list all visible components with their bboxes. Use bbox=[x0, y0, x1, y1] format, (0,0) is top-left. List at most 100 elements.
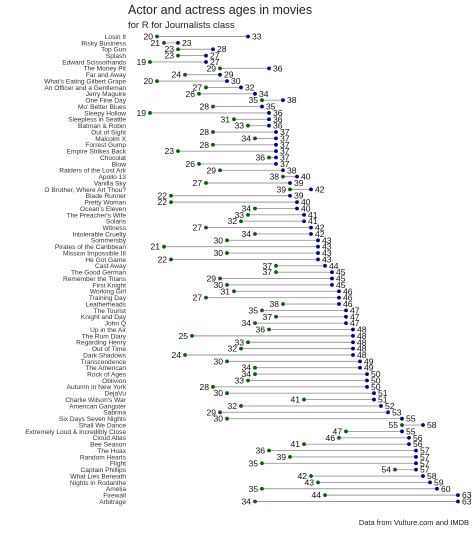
actor-age-label: 45 bbox=[336, 267, 346, 277]
actor-age-label: 47 bbox=[350, 312, 360, 322]
actor-age-point bbox=[372, 391, 376, 396]
actress-age-point bbox=[253, 499, 257, 504]
actress-age-label: 38 bbox=[269, 299, 279, 309]
actor-age-point bbox=[323, 263, 327, 268]
actress-age-label: 38 bbox=[269, 172, 279, 182]
actor-age-label: 23 bbox=[182, 38, 192, 48]
actress-age-label: 30 bbox=[213, 235, 223, 245]
actress-age-label: 34 bbox=[241, 133, 251, 143]
actor-age-label: 37 bbox=[280, 146, 290, 156]
actor-age-label: 33 bbox=[252, 32, 262, 42]
actor-age-label: 47 bbox=[350, 318, 360, 328]
actress-age-point bbox=[211, 130, 215, 134]
actress-age-point bbox=[253, 232, 257, 236]
actor-age-point bbox=[344, 308, 348, 313]
movie-label: Jerry Maguire bbox=[86, 91, 127, 98]
actor-age-label: 39 bbox=[294, 191, 304, 201]
movie-row: Leatherheads 38 46 bbox=[86, 299, 353, 309]
actress-age-point bbox=[218, 410, 222, 415]
actor-age-point bbox=[302, 219, 306, 224]
actress-age-label: 29 bbox=[206, 63, 216, 73]
actress-age-point bbox=[253, 365, 257, 370]
actor-age-label: 53 bbox=[392, 407, 402, 417]
actress-age-label: 27 bbox=[192, 178, 202, 188]
actress-age-point bbox=[218, 66, 222, 71]
actor-age-label: 48 bbox=[357, 337, 367, 347]
movie-row: First Knight 30 45 bbox=[93, 280, 346, 290]
actress-age-label: 43 bbox=[304, 477, 314, 487]
movie-label: Out of Time bbox=[92, 346, 126, 353]
chart-title: Actor and actress ages in movies bbox=[128, 3, 312, 17]
actress-age-label: 28 bbox=[199, 102, 209, 112]
actor-age-point bbox=[344, 314, 348, 319]
movie-label: O Brother, Where Art Thou? bbox=[44, 187, 126, 194]
movie-label: Blade Runner bbox=[86, 193, 127, 200]
actress-age-label: 36 bbox=[255, 153, 265, 163]
actress-age-point bbox=[246, 123, 250, 128]
movie-label: John Q bbox=[105, 321, 126, 328]
movie-row: The Hoax 36 57 bbox=[97, 446, 429, 456]
movie-row: Up in the Air 36 48 bbox=[90, 325, 367, 335]
movie-row: Blow 26 37 bbox=[112, 159, 290, 169]
movie-row: What Lies Beneath 42 58 bbox=[70, 471, 436, 481]
actor-age-label: 42 bbox=[315, 184, 325, 194]
movie-label: The Good German bbox=[71, 270, 126, 277]
actress-age-point bbox=[246, 378, 250, 383]
actress-age-point bbox=[183, 72, 187, 77]
actress-age-label: 20 bbox=[143, 32, 153, 42]
actress-age-point bbox=[162, 244, 166, 249]
movie-row: Sleepless in Seattle 31 36 bbox=[68, 114, 283, 124]
actor-age-label: 58 bbox=[427, 471, 437, 481]
movie-label: Mo' Better Blues bbox=[78, 104, 127, 111]
actress-age-point bbox=[204, 295, 208, 300]
actor-age-label: 36 bbox=[273, 121, 283, 131]
movie-label: First Knight bbox=[93, 282, 127, 289]
actor-age-label: 63 bbox=[462, 490, 472, 500]
movie-row: Top Gun 23 28 bbox=[101, 44, 227, 54]
movie-row: Pirates of the Caribbean 21 43 bbox=[55, 242, 332, 252]
actress-age-point bbox=[274, 314, 278, 319]
actress-age-label: 29 bbox=[206, 274, 216, 284]
actor-age-label: 45 bbox=[336, 280, 346, 290]
actress-age-label: 35 bbox=[248, 458, 258, 468]
actor-age-point bbox=[351, 353, 355, 357]
actress-age-label: 46 bbox=[325, 433, 335, 443]
actress-age-point bbox=[260, 98, 264, 103]
movie-row: American Gangster 32 52 bbox=[69, 401, 395, 411]
movie-row: Shall We Dance 55 58 bbox=[79, 420, 437, 430]
movie-row: John Q 34 47 bbox=[105, 318, 360, 328]
movie-row: Pretty Woman 22 40 bbox=[84, 197, 310, 207]
actress-age-label: 32 bbox=[227, 344, 237, 354]
actor-age-point bbox=[400, 416, 404, 421]
actress-age-point bbox=[211, 384, 215, 389]
actress-age-point bbox=[267, 327, 271, 332]
actress-age-label: 34 bbox=[241, 497, 251, 507]
actor-age-label: 37 bbox=[280, 133, 290, 143]
actress-age-point bbox=[281, 302, 285, 306]
actor-age-label: 37 bbox=[280, 127, 290, 137]
movie-label: Risky Business bbox=[81, 40, 126, 47]
actor-age-point bbox=[316, 244, 320, 249]
movie-label: Far and Away bbox=[86, 72, 127, 79]
actress-age-point bbox=[225, 238, 229, 243]
actor-age-point bbox=[351, 346, 355, 351]
movie-label: Knight and Day bbox=[81, 314, 127, 321]
actor-age-point bbox=[295, 206, 299, 211]
actor-age-point bbox=[316, 251, 320, 255]
actor-age-point bbox=[414, 467, 418, 472]
actress-age-label: 24 bbox=[171, 70, 181, 80]
actress-age-point bbox=[337, 435, 341, 440]
actor-age-point bbox=[365, 372, 369, 377]
actor-age-label: 40 bbox=[301, 203, 311, 213]
actress-age-point bbox=[176, 149, 180, 154]
actress-age-label: 29 bbox=[206, 165, 216, 175]
actor-age-point bbox=[428, 480, 432, 485]
actress-age-label: 34 bbox=[241, 203, 251, 213]
movie-row: Captain Phillips 54 57 bbox=[81, 465, 430, 475]
actress-age-label: 37 bbox=[262, 267, 272, 277]
movie-label: American Gangster bbox=[69, 403, 127, 410]
actress-age-point bbox=[302, 397, 306, 402]
actor-age-point bbox=[386, 410, 390, 415]
actor-age-label: 55 bbox=[406, 414, 416, 424]
